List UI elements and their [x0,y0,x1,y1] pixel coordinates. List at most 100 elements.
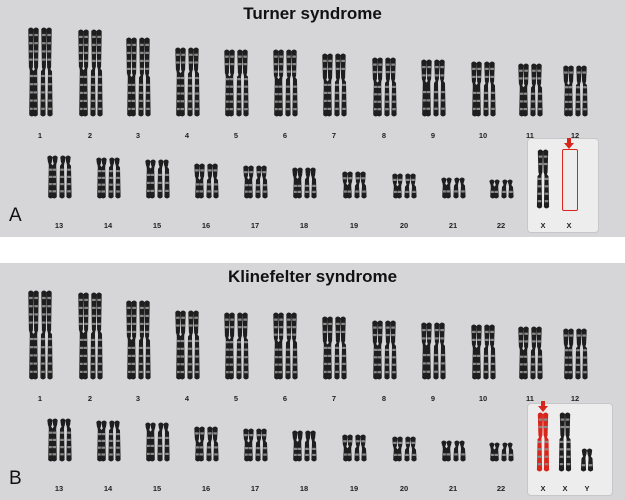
chromosome-pair-18 [292,167,317,199]
chromosome-label: 9 [430,394,436,403]
chromosome-label: 7 [331,394,337,403]
chromosome-pair-8 [372,320,397,380]
chromosome-pair-1 [28,290,53,380]
chromosome-label: 21 [448,221,458,230]
chromosome-pair-4 [175,47,200,117]
chromosome-pair-15 [145,159,170,199]
chromosome-label: 16 [201,484,211,493]
chromosome-label: 17 [250,484,260,493]
chromosome-pair-2 [78,292,103,380]
chromosome-pair-5 [224,49,249,117]
chromosome-label: 10 [478,131,488,140]
panel-title: Turner syndrome [243,4,382,23]
chromosome-label: X [540,484,546,493]
chromosome-pair-5 [224,312,249,380]
chromosome-label: 1 [37,131,43,140]
chromosome-label: 15 [152,484,162,493]
chromosome-pair-11 [518,63,543,117]
chromosome-label: 4 [184,394,190,403]
chromosome-pair-20 [392,173,417,199]
sex-chromosome-x [536,412,550,472]
chromosome-label: 20 [399,484,409,493]
chromosome-label: 20 [399,221,409,230]
chromosome-pair-2 [78,29,103,117]
chromosome-label: 12 [570,394,580,403]
chromosome-pair-10 [471,324,496,380]
chromosome-pair-11 [518,326,543,380]
chromosome-pair-19 [342,171,367,199]
sex-chromosome-y [580,448,594,472]
chromosome-label: X [562,484,568,493]
chromosome-pair-12 [563,328,588,380]
chromosome-label: X [540,221,546,230]
chromosome-pair-16 [194,426,219,462]
panel-klinefelter-syndrome: Klinefelter syndrome B 1 2 3 4 5 6 7 8 9 10 11 12 13… [0,263,625,500]
panel-letter: A [9,205,22,226]
chromosome-label: 13 [54,484,64,493]
chromosome-label: 21 [448,484,458,493]
chromosome-label: 18 [299,221,309,230]
chromosome-pair-17 [243,428,268,462]
panel-title: Klinefelter syndrome [227,267,398,286]
chromosome-pair-20 [392,436,417,462]
chromosome-label: 16 [201,221,211,230]
chromosome-pair-22 [489,179,514,199]
red-arrow-icon [564,138,574,149]
chromosome-pair-7 [322,316,347,380]
chromosome-pair-13 [47,418,72,462]
chromosome-label: 11 [526,394,534,403]
chromosome-label: X [566,221,572,230]
chromosome-pair-12 [563,65,588,117]
chromosome-label: 8 [381,394,387,403]
chromosome-pair-6 [273,49,298,117]
sex-chromosome-x [558,412,572,472]
panel-turner-syndrome: Turner syndrome A 1 2 3 4 5 6 7 8 9 10 11 12 13 14 15 1… [0,0,625,237]
chromosome-pair-9 [421,59,446,117]
chromosome-label: 22 [496,484,506,493]
chromosome-pair-14 [96,420,121,462]
chromosome-pair-15 [145,422,170,462]
missing-x-outline [562,149,578,211]
chromosome-label: 5 [233,394,239,403]
chromosome-label: 8 [381,131,387,140]
chromosome-label: 1 [37,394,43,403]
chromosome-label: 4 [184,131,190,140]
chromosome-label: 19 [349,484,359,493]
chromosome-label: 12 [570,131,580,140]
chromosome-label: 15 [152,221,162,230]
chromosome-label: 2 [87,131,93,140]
chromosome-label: Y [584,484,590,493]
chromosome-pair-1 [28,27,53,117]
chromosome-pair-3 [126,300,151,380]
chromosome-pair-4 [175,310,200,380]
chromosome-label: 13 [54,221,64,230]
chromosome-label: 3 [135,394,141,403]
chromosome-label: 5 [233,131,239,140]
chromosome-pair-22 [489,442,514,462]
chromosome-label: 9 [430,131,436,140]
chromosome-pair-19 [342,434,367,462]
chromosome-label: 14 [103,484,113,493]
chromosome-label: 3 [135,131,141,140]
chromosome-pair-10 [471,61,496,117]
chromosome-pair-16 [194,163,219,199]
chromosome-pair-17 [243,165,268,199]
chromosome-label: 11 [526,131,534,140]
chromosome-label: 22 [496,221,506,230]
chromosome-label: 6 [282,394,288,403]
chromosome-pair-7 [322,53,347,117]
sex-chromosome-x [536,149,550,209]
chromosome-label: 19 [349,221,359,230]
chromosome-label: 14 [103,221,113,230]
panel-letter: B [9,468,22,489]
chromosome-label: 17 [250,221,260,230]
chromosome-label: 2 [87,394,93,403]
chromosome-label: 10 [478,394,488,403]
chromosome-pair-13 [47,155,72,199]
chromosome-pair-21 [441,177,466,199]
chromosome-pair-3 [126,37,151,117]
chromosome-pair-21 [441,440,466,462]
chromosome-pair-9 [421,322,446,380]
chromosome-label: 18 [299,484,309,493]
chromosome-pair-14 [96,157,121,199]
